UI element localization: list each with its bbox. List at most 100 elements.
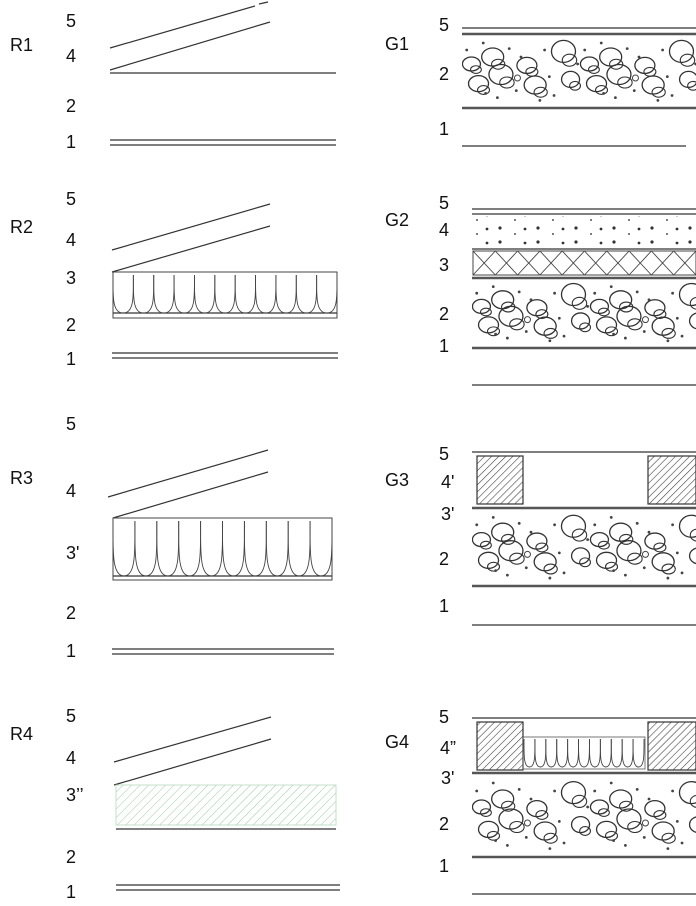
aggregate-grain bbox=[624, 336, 627, 340]
concrete-slab bbox=[472, 282, 696, 343]
aggregate-stone bbox=[462, 56, 482, 72]
panel-r1: R1 5 4 2 1 bbox=[10, 1, 336, 152]
aggregate-stone bbox=[616, 808, 642, 830]
aggregate-pebble bbox=[523, 550, 531, 558]
aggregate-stone bbox=[609, 789, 633, 809]
concrete-slab bbox=[462, 39, 696, 102]
layer-label-4: 4 bbox=[66, 230, 76, 250]
aggregate-stone bbox=[561, 53, 578, 67]
aggregate-grain bbox=[552, 94, 556, 97]
aggregate-stone bbox=[678, 780, 696, 805]
aggregate-grain bbox=[637, 55, 641, 59]
aggregate-stone bbox=[589, 799, 610, 815]
aggregate-grain bbox=[671, 789, 674, 793]
insulation-loop bbox=[523, 738, 536, 768]
aggregate-stone bbox=[543, 563, 558, 575]
aggregate-pebble bbox=[523, 316, 531, 324]
aggregate-stone bbox=[523, 75, 547, 95]
aggregate-stone bbox=[678, 282, 696, 307]
aggregate-grain bbox=[680, 334, 684, 338]
aggregate-grain bbox=[647, 797, 651, 801]
aggregate-stone bbox=[535, 309, 549, 320]
layer-label-4: 4 bbox=[66, 481, 76, 501]
aggregate-stone bbox=[509, 318, 525, 331]
aggregate-grain bbox=[583, 48, 587, 52]
aggregate-grain bbox=[524, 836, 528, 839]
aggregate-stone bbox=[569, 80, 582, 91]
aggregate-pebble bbox=[513, 74, 521, 82]
insulation-loop bbox=[178, 520, 202, 577]
aggregate-stone bbox=[597, 307, 610, 317]
aggregate-stone bbox=[479, 808, 492, 817]
aggregate-grain bbox=[647, 530, 651, 534]
aggregate-grain bbox=[496, 96, 499, 99]
aggregate-stone bbox=[609, 522, 633, 542]
aggregate-stone bbox=[589, 531, 610, 548]
aggregate-grain bbox=[557, 820, 561, 823]
aggregate-stone bbox=[641, 75, 665, 95]
aggregate-stone bbox=[619, 533, 634, 545]
battens-right bbox=[647, 721, 696, 771]
insulation-loop bbox=[599, 738, 612, 768]
aggregate-grain bbox=[507, 47, 511, 50]
board-cross bbox=[517, 250, 541, 276]
aggregate-stone bbox=[535, 810, 549, 820]
aggregate-stone bbox=[571, 794, 588, 809]
layer-label-4: 4' bbox=[441, 472, 454, 492]
aggregate-grain bbox=[599, 41, 603, 45]
aggregate-grain bbox=[506, 573, 509, 577]
aggregate-grain bbox=[665, 75, 669, 78]
aggregate-stone bbox=[560, 514, 587, 538]
aggregate-stone bbox=[679, 53, 696, 67]
aggregate-stone bbox=[476, 85, 491, 95]
aggregate-grain bbox=[494, 839, 497, 842]
aggregate-stone bbox=[579, 826, 592, 836]
layer-label-3: 3 bbox=[439, 255, 449, 275]
aggregate-grain bbox=[642, 566, 646, 570]
insulation-loops bbox=[523, 738, 645, 768]
aggregate-stone bbox=[499, 76, 515, 89]
panel-label-g4: G4 bbox=[385, 732, 409, 752]
aggregate-pebble bbox=[641, 550, 649, 558]
aggregate-grain bbox=[642, 836, 646, 839]
aggregate-stone bbox=[604, 326, 619, 337]
aggregate-grain bbox=[612, 332, 615, 336]
aggregate-stone bbox=[472, 298, 492, 315]
panel-label-r2: R2 bbox=[10, 217, 33, 237]
battens-left bbox=[476, 721, 524, 771]
aggregate-stone bbox=[661, 563, 676, 575]
aggregate-grain bbox=[484, 92, 487, 95]
aggregate-grain bbox=[612, 839, 615, 842]
insulation-loop bbox=[156, 520, 180, 577]
layer-label-1: 1 bbox=[66, 132, 76, 152]
insulation-loop bbox=[173, 274, 195, 314]
aggregate-stone bbox=[604, 561, 619, 572]
aggregate-stone bbox=[526, 532, 548, 550]
board-cross bbox=[606, 250, 630, 276]
aggregate-stone bbox=[597, 808, 610, 817]
screed-layer bbox=[472, 216, 696, 246]
insulation-loop bbox=[275, 274, 297, 314]
aggregate-stone bbox=[498, 540, 524, 562]
roof-line-lower bbox=[112, 471, 269, 519]
insulation-loop bbox=[545, 738, 558, 768]
aggregate-stone bbox=[599, 47, 623, 67]
aggregate-stone bbox=[661, 327, 676, 339]
aggregate-grain bbox=[671, 291, 674, 295]
aggregate-grain bbox=[624, 844, 627, 847]
aggregate-grain bbox=[548, 576, 552, 580]
insulation-loop bbox=[222, 520, 245, 577]
aggregate-stone bbox=[617, 76, 633, 89]
aggregate-grain bbox=[465, 48, 469, 52]
insulation-loops bbox=[112, 274, 338, 314]
aggregate-stone bbox=[543, 327, 558, 339]
aggregate-stone bbox=[627, 318, 643, 331]
aggregate-grain bbox=[670, 94, 674, 97]
panel-g2: G2 5 4 3 2 1 bbox=[385, 193, 696, 386]
aggregate-stone bbox=[653, 542, 667, 553]
aggregate-grain bbox=[642, 330, 646, 333]
aggregate-grain bbox=[517, 521, 521, 525]
layer-label-5: 5 bbox=[66, 414, 76, 434]
insulation-loop bbox=[287, 520, 311, 577]
aggregate-stone bbox=[589, 298, 610, 315]
